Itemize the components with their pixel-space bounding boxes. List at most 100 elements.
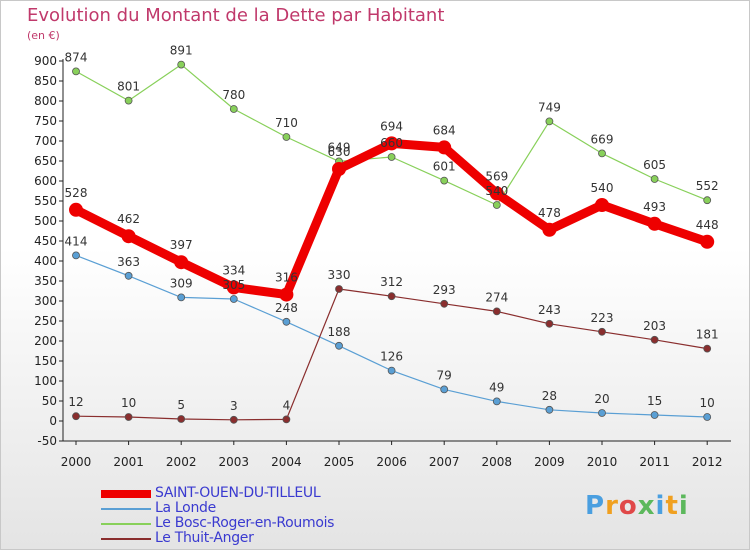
y-tick-label: 400 xyxy=(34,254,57,268)
data-label: 20 xyxy=(594,392,609,406)
x-tick-label: 2010 xyxy=(587,455,618,469)
data-point xyxy=(282,133,291,141)
data-point xyxy=(440,385,449,394)
data-point xyxy=(229,415,238,424)
data-point xyxy=(703,196,712,205)
data-point xyxy=(332,162,346,176)
y-tick-label: 200 xyxy=(34,334,57,348)
y-tick-label: 450 xyxy=(34,234,57,248)
legend-swatch xyxy=(101,523,151,525)
x-tick-label: 2011 xyxy=(639,455,670,469)
data-label: 891 xyxy=(170,44,193,58)
data-point xyxy=(177,415,186,423)
x-tick-label: 2004 xyxy=(271,455,302,469)
data-label: 540 xyxy=(591,181,614,195)
data-label: 79 xyxy=(437,368,452,382)
data-point xyxy=(703,344,712,353)
data-point xyxy=(545,405,554,414)
data-label: 801 xyxy=(117,80,140,94)
data-label: 528 xyxy=(65,186,88,200)
data-label: 3 xyxy=(230,399,238,413)
data-point xyxy=(387,292,396,301)
data-point xyxy=(598,149,606,158)
y-tick-label: -50 xyxy=(37,434,57,448)
x-tick-label: 2012 xyxy=(692,455,723,469)
y-tick-label: 50 xyxy=(42,394,57,408)
legend-label: SAINT-OUEN-DU-TILLEUL xyxy=(155,485,321,501)
data-point xyxy=(177,60,186,69)
x-tick-label: 2006 xyxy=(376,455,407,469)
data-label: 669 xyxy=(591,132,614,146)
data-label: 181 xyxy=(696,328,719,342)
data-label: 605 xyxy=(643,158,666,172)
legend-label: La Londe xyxy=(155,500,216,516)
x-tick-label: 2005 xyxy=(324,455,355,469)
data-point xyxy=(282,317,291,326)
data-point xyxy=(177,293,186,302)
data-point xyxy=(598,327,606,336)
data-label: 28 xyxy=(542,389,557,403)
data-point xyxy=(69,202,83,217)
data-point xyxy=(229,295,238,303)
y-tick-label: 250 xyxy=(34,314,57,328)
data-point xyxy=(124,271,133,280)
data-label: 10 xyxy=(700,396,715,410)
data-label: 462 xyxy=(117,212,140,226)
data-label: 749 xyxy=(538,100,561,114)
data-label: 49 xyxy=(489,380,504,394)
y-tick-label: 750 xyxy=(34,114,57,128)
data-point xyxy=(650,411,659,419)
data-point xyxy=(545,319,554,328)
data-point xyxy=(440,176,449,185)
data-label: 12 xyxy=(68,395,83,409)
data-label: 660 xyxy=(380,136,403,150)
data-label: 243 xyxy=(538,303,561,317)
data-label: 330 xyxy=(328,268,351,282)
data-label: 780 xyxy=(222,88,245,102)
y-tick-label: 800 xyxy=(34,94,57,108)
data-point xyxy=(72,67,80,76)
y-tick-label: 150 xyxy=(34,354,57,368)
data-point xyxy=(703,413,712,421)
data-label: 601 xyxy=(433,160,456,174)
data-point xyxy=(598,409,606,417)
legend-label: Le Thuit-Anger xyxy=(155,530,254,546)
y-tick-label: 0 xyxy=(49,414,57,428)
data-point xyxy=(650,175,659,183)
data-label: 10 xyxy=(121,396,136,410)
legend-swatch xyxy=(101,508,151,510)
data-point xyxy=(229,105,238,113)
data-label: 630 xyxy=(328,145,351,159)
data-label: 126 xyxy=(380,350,403,364)
data-label: 15 xyxy=(647,394,662,408)
data-point xyxy=(124,96,133,105)
y-tick-label: 500 xyxy=(34,214,57,228)
data-label: 684 xyxy=(433,123,456,137)
legend-swatch xyxy=(101,490,151,498)
data-label: 493 xyxy=(643,200,666,214)
y-tick-label: 600 xyxy=(34,174,57,188)
y-tick-label: 550 xyxy=(34,194,57,208)
data-label: 312 xyxy=(380,275,403,289)
data-point xyxy=(174,255,189,270)
data-point xyxy=(492,397,501,406)
data-point xyxy=(492,307,501,316)
x-tick-label: 2007 xyxy=(429,455,460,469)
x-tick-label: 2008 xyxy=(482,455,513,469)
legend-swatch xyxy=(101,538,151,540)
data-point xyxy=(72,251,80,260)
proxiti-logo: Proxiti xyxy=(585,491,689,521)
x-tick-label: 2002 xyxy=(166,455,197,469)
data-label: 540 xyxy=(485,184,508,198)
data-label: 649 xyxy=(328,140,351,154)
data-label: 478 xyxy=(538,206,561,220)
data-point xyxy=(72,412,80,421)
y-tick-label: 900 xyxy=(34,54,57,68)
y-tick-label: 300 xyxy=(34,294,57,308)
data-point xyxy=(121,229,136,244)
data-point xyxy=(700,234,715,249)
chart-unit-label: (en €) xyxy=(27,29,60,42)
data-point xyxy=(489,186,504,201)
